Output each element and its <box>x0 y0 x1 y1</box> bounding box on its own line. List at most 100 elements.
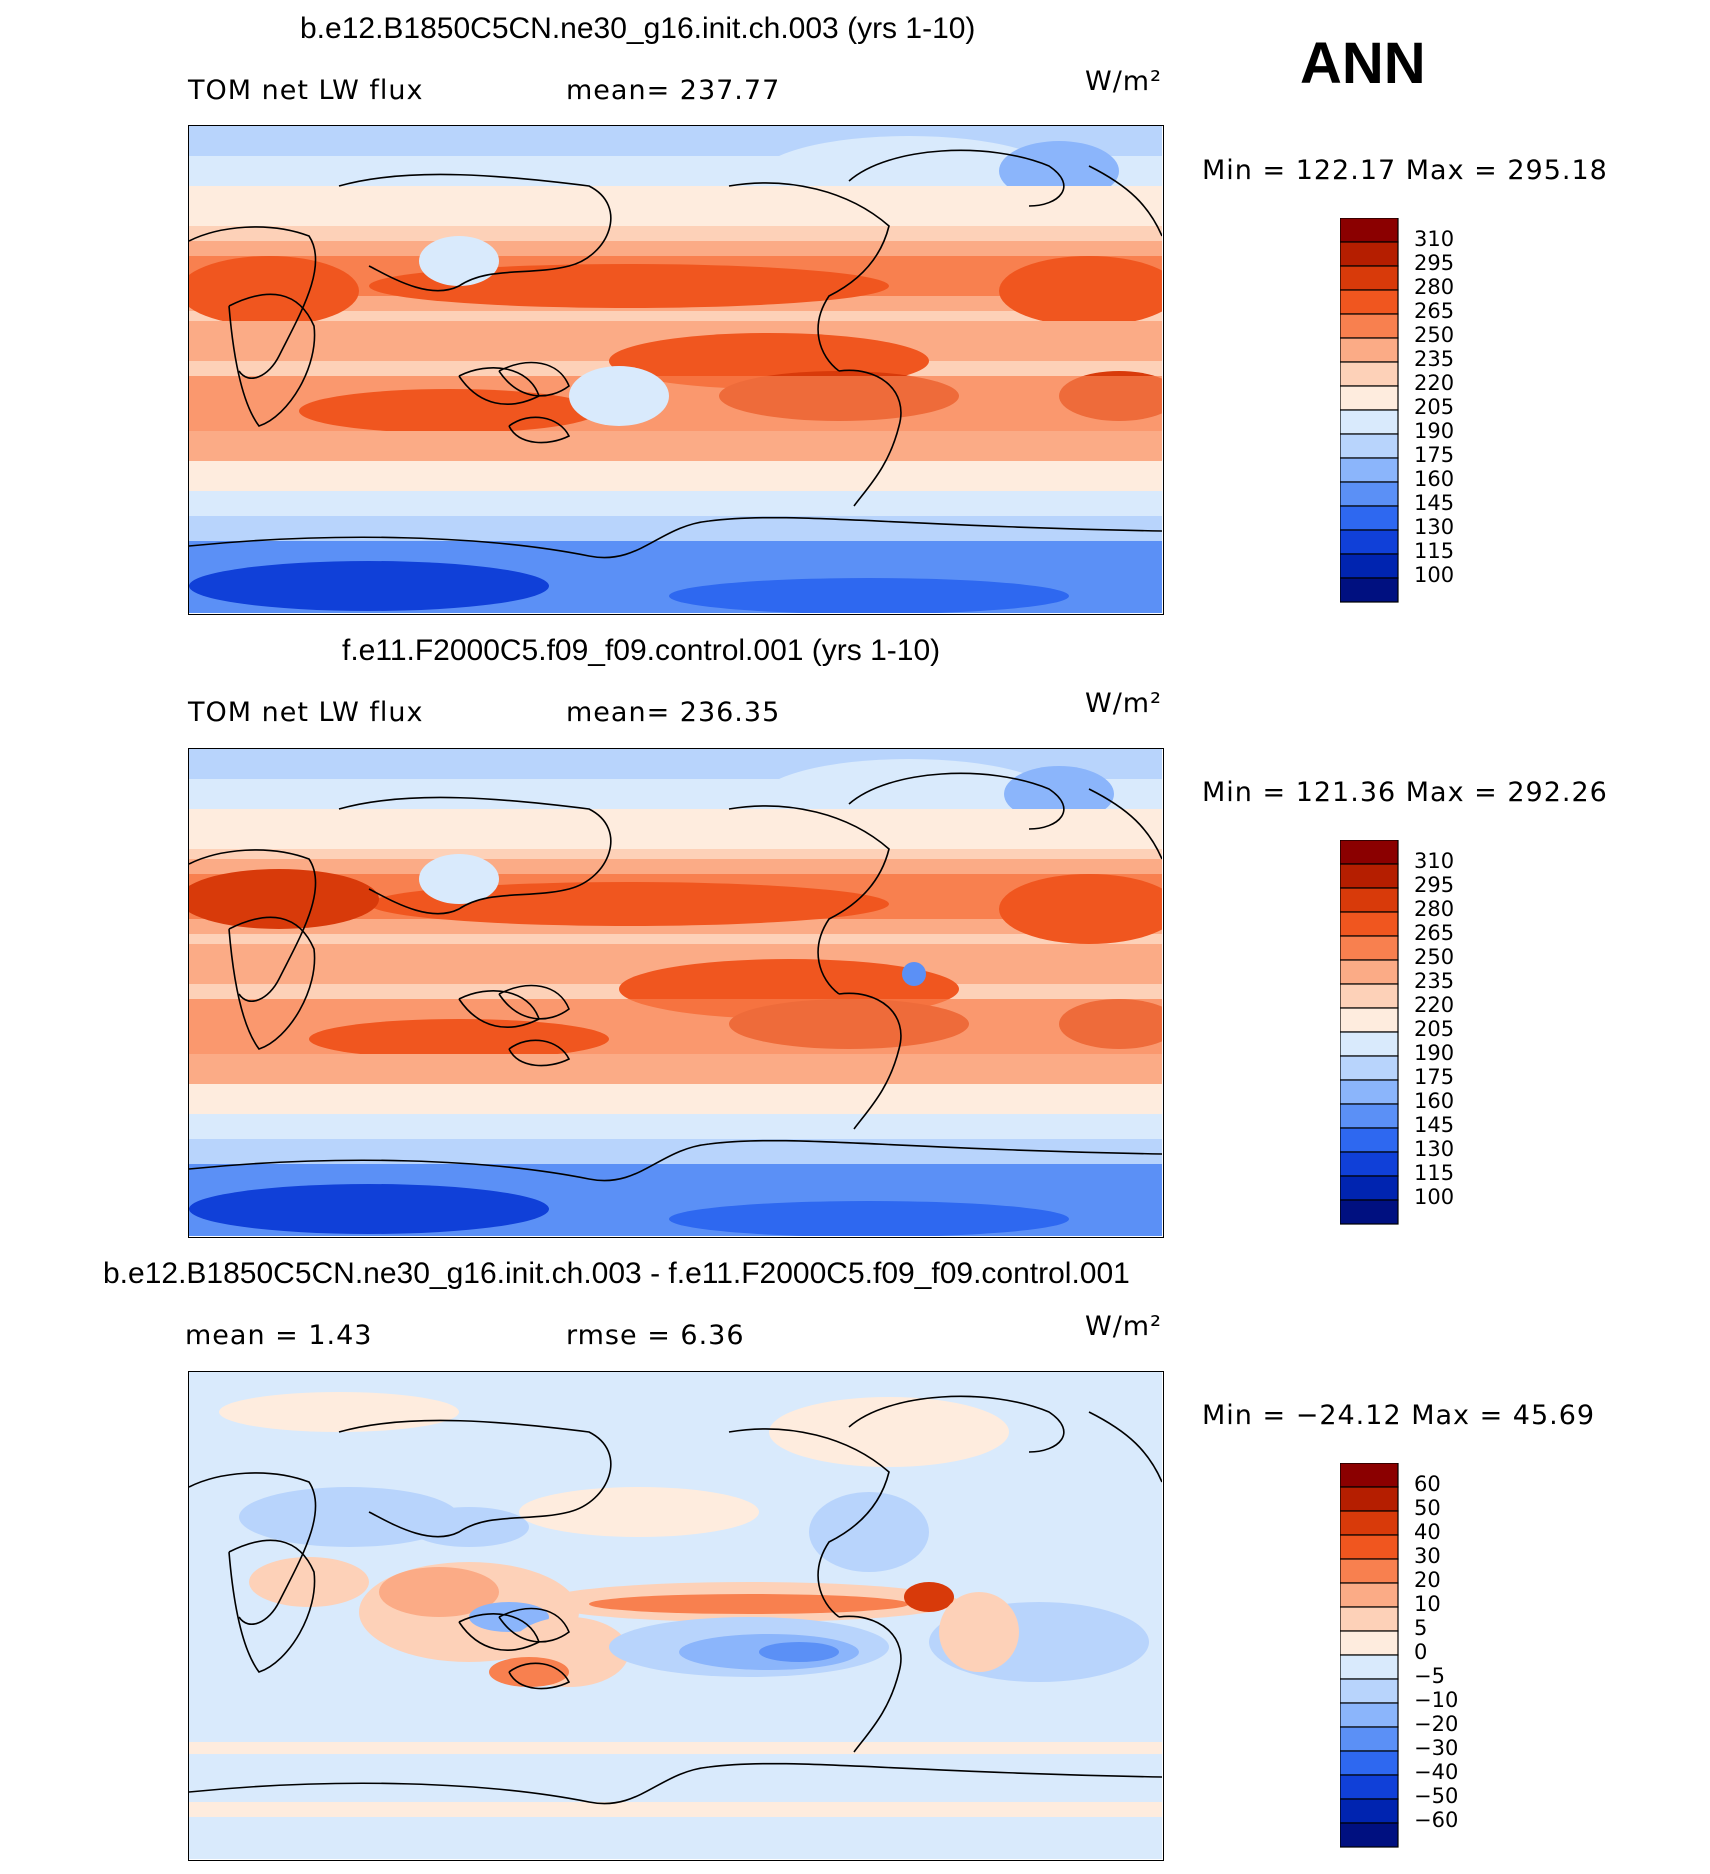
panel-2-title: f.e11.F2000C5.f09_f09.control.001 (yrs 1… <box>342 634 941 667</box>
colorbar-tick-label: 100 <box>1414 1185 1454 1209</box>
panel-1-map <box>179 125 1179 615</box>
colorbar-tick-label: 175 <box>1414 1065 1454 1089</box>
colorbar-swatch <box>1340 505 1399 531</box>
colorbar-swatch <box>1340 457 1399 483</box>
colorbar-tick-label: 40 <box>1414 1520 1441 1544</box>
colorbar-swatch <box>1340 289 1399 315</box>
colorbar-tick-label: 205 <box>1414 1017 1454 1041</box>
colorbar-tick-label: 145 <box>1414 491 1454 515</box>
colorbar-swatch <box>1340 1175 1399 1201</box>
colorbar-swatch <box>1340 1007 1399 1033</box>
colorbar-tick-label: 115 <box>1414 539 1454 563</box>
panel-1-colorbar-labels: 3102952802652502352202051901751601451301… <box>1414 227 1454 587</box>
colorbar-swatch <box>1340 935 1399 961</box>
colorbar-swatch <box>1340 1798 1399 1824</box>
panel-1-mean-label: mean= 237.77 <box>566 75 781 106</box>
colorbar-swatch <box>1340 481 1399 507</box>
colorbar-swatch <box>1340 313 1399 339</box>
colorbar-tick-label: −10 <box>1414 1688 1458 1712</box>
colorbar-tick-label: −50 <box>1414 1784 1458 1808</box>
colorbar-swatch <box>1340 577 1399 603</box>
colorbar-tick-label: 10 <box>1414 1592 1441 1616</box>
colorbar-tick-label: −40 <box>1414 1760 1458 1784</box>
season-label: ANN <box>1300 31 1426 96</box>
colorbar-swatch <box>1340 1822 1399 1848</box>
colorbar-swatch <box>1340 1510 1399 1536</box>
colorbar-swatch <box>1340 241 1399 267</box>
colorbar-tick-label: 250 <box>1414 945 1454 969</box>
panel-2-units: W/m² <box>1085 688 1162 719</box>
colorbar-swatch <box>1340 1774 1399 1800</box>
colorbar-tick-label: 100 <box>1414 563 1454 587</box>
panel-2-colorbar-labels: 3102952802652502352202051901751601451301… <box>1414 849 1454 1209</box>
colorbar-tick-label: 280 <box>1414 897 1454 921</box>
colorbar-swatch <box>1340 1103 1399 1129</box>
colorbar-swatch <box>1340 1055 1399 1081</box>
colorbar-swatch <box>1340 1463 1399 1488</box>
colorbar-tick-label: 235 <box>1414 347 1454 371</box>
colorbar-swatch <box>1340 1199 1399 1225</box>
colorbar-tick-label: −5 <box>1414 1664 1445 1688</box>
colorbar-tick-label: 190 <box>1414 1041 1454 1065</box>
colorbar-tick-label: 250 <box>1414 323 1454 347</box>
colorbar-swatch <box>1340 385 1399 411</box>
colorbar-swatch <box>1340 1558 1399 1584</box>
colorbar-tick-label: −30 <box>1414 1736 1458 1760</box>
colorbar-tick-label: 0 <box>1414 1640 1427 1664</box>
colorbar-tick-label: 205 <box>1414 395 1454 419</box>
colorbar-swatch <box>1340 433 1399 459</box>
colorbar-tick-label: 175 <box>1414 443 1454 467</box>
colorbar-swatch <box>1340 1534 1399 1560</box>
colorbar-swatch <box>1340 1702 1399 1728</box>
panel-3-title: b.e12.B1850C5CN.ne30_g16.init.ch.003 - f… <box>103 1257 1130 1290</box>
colorbar-swatch <box>1340 529 1399 555</box>
panel-2-map-field <box>179 749 1179 1237</box>
panel-1-variable-label: TOM net LW flux <box>188 75 424 106</box>
colorbar-swatch <box>1340 265 1399 291</box>
colorbar-tick-label: 220 <box>1414 993 1454 1017</box>
colorbar-swatch <box>1340 1151 1399 1177</box>
colorbar-swatch <box>1340 409 1399 435</box>
colorbar-swatch <box>1340 1486 1399 1512</box>
panel-1-units: W/m² <box>1085 66 1162 97</box>
colorbar-tick-label: 280 <box>1414 275 1454 299</box>
colorbar-swatch <box>1340 911 1399 937</box>
panel-3-mean-label: mean = 1.43 <box>185 1320 373 1351</box>
colorbar-tick-label: 265 <box>1414 921 1454 945</box>
panel-2-variable-label: TOM net LW flux <box>188 697 424 728</box>
colorbar-tick-label: 295 <box>1414 873 1454 897</box>
panel-3-rmse-label: rmse = 6.36 <box>566 1320 745 1351</box>
panel-1-colorbar-swatches <box>1340 218 1399 603</box>
panel-1-minmax: Min = 122.17 Max = 295.18 <box>1202 155 1608 186</box>
colorbar-tick-label: 310 <box>1414 227 1454 251</box>
colorbar-tick-label: 145 <box>1414 1113 1454 1137</box>
colorbar-tick-label: −60 <box>1414 1808 1458 1832</box>
colorbar-tick-label: 5 <box>1414 1616 1427 1640</box>
colorbar-swatch <box>1340 1031 1399 1057</box>
colorbar-swatch <box>1340 553 1399 579</box>
panel-1-colorbar: 3102952802652502352202051901751601451301… <box>1340 218 1454 603</box>
colorbar-tick-label: 50 <box>1414 1496 1441 1520</box>
colorbar-tick-label: 265 <box>1414 299 1454 323</box>
colorbar-swatch <box>1340 1606 1399 1632</box>
colorbar-tick-label: 130 <box>1414 515 1454 539</box>
colorbar-tick-label: 60 <box>1414 1472 1441 1496</box>
colorbar-swatch <box>1340 218 1399 243</box>
panel-3-map-field <box>188 1372 1163 1859</box>
panel-1-title: b.e12.B1850C5CN.ne30_g16.init.ch.003 (yr… <box>300 12 976 45</box>
panel-2-colorbar-swatches <box>1340 840 1399 1225</box>
colorbar-swatch <box>1340 361 1399 387</box>
colorbar-swatch <box>1340 863 1399 889</box>
colorbar-swatch <box>1340 1654 1399 1680</box>
panel-2-mean-label: mean= 236.35 <box>566 697 781 728</box>
colorbar-tick-label: 160 <box>1414 467 1454 491</box>
colorbar-tick-label: 235 <box>1414 969 1454 993</box>
colorbar-tick-label: 220 <box>1414 371 1454 395</box>
colorbar-tick-label: 295 <box>1414 251 1454 275</box>
colorbar-swatch <box>1340 1726 1399 1752</box>
colorbar-swatch <box>1340 1582 1399 1608</box>
panel-3-map <box>188 1371 1164 1861</box>
